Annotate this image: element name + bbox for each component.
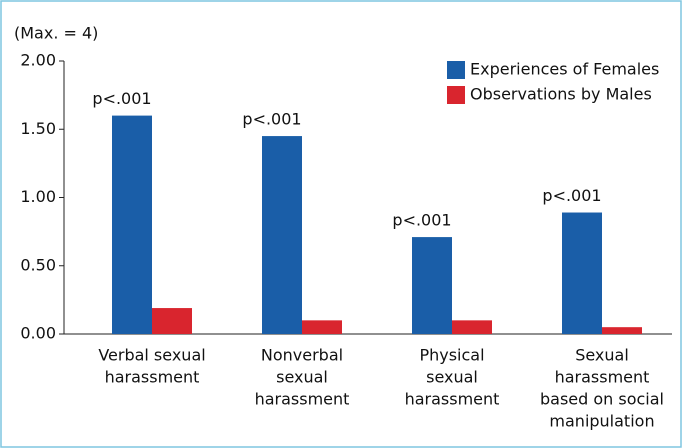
y-tick-label: 0.50 — [20, 255, 56, 274]
y-tick-label: 0.00 — [20, 324, 56, 343]
y-axis-label: (Max. = 4) — [14, 24, 98, 43]
bar — [602, 327, 642, 334]
x-tick-label: based on social — [540, 390, 664, 409]
annotation: p<.001 — [242, 110, 301, 129]
bar — [112, 115, 152, 334]
bar — [452, 320, 492, 334]
y-tick-label: 2.00 — [20, 51, 56, 70]
bar — [302, 320, 342, 334]
x-tick-label: sexual — [276, 368, 328, 387]
x-tick-label: Nonverbal — [261, 346, 343, 365]
x-tick-label: Sexual — [575, 346, 629, 365]
annotation: p<.001 — [542, 186, 601, 205]
bar — [152, 308, 192, 334]
x-tick-label: sexual — [426, 368, 478, 387]
x-tick-label: harassment — [555, 368, 650, 387]
y-tick-label: 1.50 — [20, 119, 56, 138]
annotation: p<.001 — [392, 211, 451, 230]
x-tick-label: harassment — [105, 368, 200, 387]
x-tick-label: Physical — [419, 346, 484, 365]
x-tick-label: harassment — [405, 390, 500, 409]
x-tick-label: harassment — [255, 390, 350, 409]
bar — [412, 237, 452, 334]
annotation: p<.001 — [92, 89, 151, 108]
legend-swatch — [447, 86, 465, 104]
bar — [262, 136, 302, 334]
legend-swatch — [447, 61, 465, 79]
legend-label: Experiences of Females — [470, 60, 659, 79]
x-tick-label: Verbal sexual — [98, 346, 205, 365]
bar — [562, 212, 602, 334]
legend-label: Observations by Males — [470, 85, 652, 104]
y-tick-label: 1.00 — [20, 187, 56, 206]
x-tick-label: manipulation — [549, 412, 654, 431]
